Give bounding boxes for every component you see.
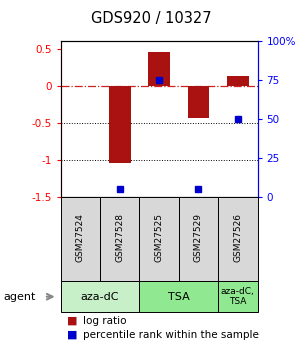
Bar xyxy=(139,197,179,281)
Text: GSM27529: GSM27529 xyxy=(194,213,203,262)
Text: GSM27528: GSM27528 xyxy=(115,213,124,262)
Bar xyxy=(218,281,258,312)
Text: aza-dC,
TSA: aza-dC, TSA xyxy=(221,287,255,306)
Text: percentile rank within the sample: percentile rank within the sample xyxy=(83,330,259,339)
Text: GSM27525: GSM27525 xyxy=(155,213,164,262)
Text: TSA: TSA xyxy=(168,292,190,302)
Bar xyxy=(61,281,139,312)
Bar xyxy=(179,197,218,281)
Bar xyxy=(148,52,170,86)
Bar xyxy=(188,86,209,118)
Bar xyxy=(100,197,139,281)
Bar xyxy=(109,86,131,164)
Text: GSM27524: GSM27524 xyxy=(76,213,85,262)
Bar xyxy=(61,197,100,281)
Text: agent: agent xyxy=(3,292,35,302)
Text: ■: ■ xyxy=(67,330,77,339)
Bar xyxy=(227,76,249,86)
Bar xyxy=(218,197,258,281)
Text: GSM27526: GSM27526 xyxy=(233,213,242,262)
Text: log ratio: log ratio xyxy=(83,316,127,326)
Text: GDS920 / 10327: GDS920 / 10327 xyxy=(91,11,212,27)
Text: ■: ■ xyxy=(67,316,77,326)
Text: aza-dC: aza-dC xyxy=(81,292,119,302)
Bar xyxy=(139,281,218,312)
